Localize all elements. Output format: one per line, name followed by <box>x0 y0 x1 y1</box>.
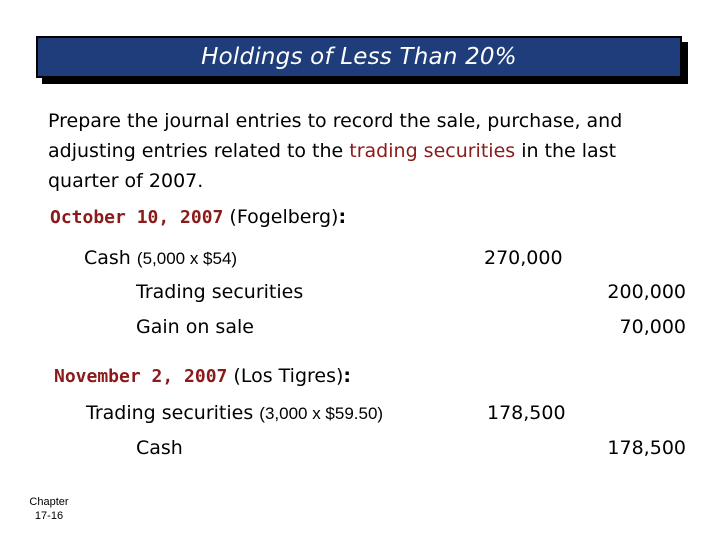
credit-amount: 178,500 <box>607 437 686 459</box>
intro-text-1: Prepare the journal entries to record th… <box>48 110 623 162</box>
journal-line: Cash (5,000 x $54) <box>84 247 237 269</box>
chapter-footer: Chapter 17-16 <box>16 495 82 523</box>
credit-amount: 200,000 <box>607 281 686 303</box>
intro-highlight: trading securities <box>349 140 516 162</box>
entry-colon: : <box>343 365 352 387</box>
entry-colon: : <box>338 206 347 228</box>
account-name: Cash <box>136 437 183 459</box>
journal-line: Cash <box>136 437 183 459</box>
intro-text-2: in the last quarter of 2007. <box>48 140 617 192</box>
debit-amount: 270,000 <box>484 247 563 269</box>
debit-amount: 178,500 <box>487 402 566 424</box>
account-name: Trading securities <box>136 281 304 303</box>
chapter-label: Chapter <box>29 496 69 508</box>
slide-title: Holdings of Less Than 20% <box>201 44 517 70</box>
account-name: Trading securities <box>86 402 254 424</box>
entry-date: November 2, 2007 <box>54 366 228 387</box>
journal-line: Gain on sale <box>136 316 254 338</box>
journal-line: Trading securities (3,000 x $59.50) <box>86 402 383 424</box>
account-name: Gain on sale <box>136 316 254 338</box>
entry-party: (Fogelberg) <box>223 206 339 228</box>
entry-party: (Los Tigres) <box>227 365 344 387</box>
page-number: 17-16 <box>34 510 64 522</box>
account-name: Cash <box>84 247 131 269</box>
title-bar: Holdings of Less Than 20% <box>36 36 682 78</box>
entry-date-line: November 2, 2007 (Los Tigres): <box>54 365 351 387</box>
intro-paragraph: Prepare the journal entries to record th… <box>48 106 688 196</box>
calculation: (5,000 x $54) <box>136 249 238 268</box>
entry-date-line: October 10, 2007 (Fogelberg): <box>50 206 346 228</box>
credit-amount: 70,000 <box>619 316 686 338</box>
journal-line: Trading securities <box>136 281 303 303</box>
calculation: (3,000 x $59.50) <box>259 404 384 423</box>
entry-date: October 10, 2007 <box>50 207 224 228</box>
